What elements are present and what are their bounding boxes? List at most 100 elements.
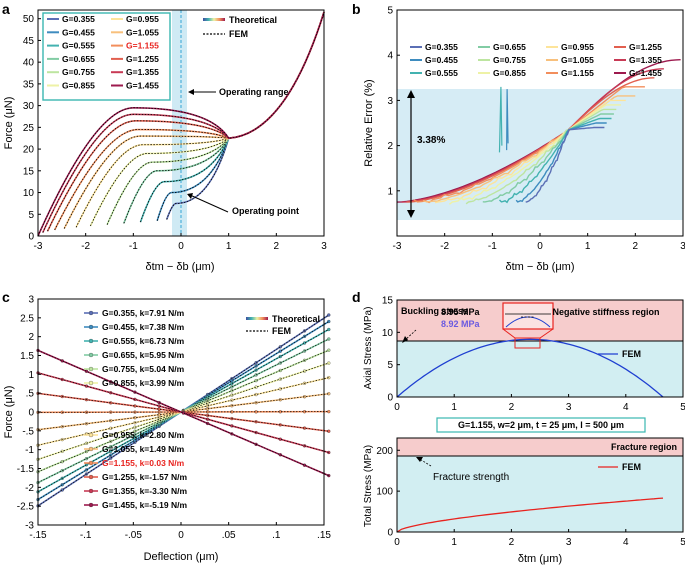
y-tick-label: 35 bbox=[23, 79, 35, 90]
error-curve bbox=[499, 117, 612, 204]
error-curve bbox=[434, 99, 626, 204]
legend-label-b: G=0.855 bbox=[493, 68, 526, 78]
stiffness-marker bbox=[278, 453, 282, 457]
value-8-92-label: 8.92 MPa bbox=[441, 319, 481, 329]
x-axis-label-c: Deflection (μm) bbox=[144, 551, 219, 563]
stiffness-marker bbox=[278, 368, 282, 373]
y-tick-label: .5 bbox=[26, 389, 35, 400]
axes-frame-d-bottom bbox=[396, 437, 684, 533]
x-tick-label: 2 bbox=[633, 241, 639, 252]
legend-label-b: G=0.755 bbox=[493, 55, 526, 65]
legend-marker-c bbox=[88, 352, 94, 358]
legend-label-a: G=0.555 bbox=[62, 41, 95, 51]
error-curve bbox=[482, 113, 614, 203]
stiffness-marker bbox=[60, 460, 64, 464]
error-curve bbox=[465, 108, 617, 205]
zoom-source-box bbox=[514, 337, 541, 349]
legend-label-c: G=0.755, k=5.04 N/m bbox=[102, 364, 185, 374]
fem-curve-a bbox=[54, 12, 325, 231]
stiffness-marker bbox=[302, 369, 307, 373]
legend-label-b: G=0.355 bbox=[425, 42, 458, 52]
operating-range-arrowhead bbox=[188, 89, 194, 95]
legend-label-b: G=1.355 bbox=[629, 55, 662, 65]
panel-b: b -3 -2 -1 0 1 2 3 1 2 3 4 5 δtm − δb (μm) Relative… bbox=[352, 1, 685, 273]
x-tick-label: -1 bbox=[488, 241, 497, 252]
y-tick-label: 0 bbox=[28, 408, 34, 419]
legend-label-a: G=1.355 bbox=[126, 67, 159, 77]
y-tick-label: 40 bbox=[23, 58, 35, 69]
stiffness-marker bbox=[60, 449, 64, 453]
operating-point-label: Operating point bbox=[232, 206, 299, 216]
legend-label-c: G=1.155, k=0.03 N/m bbox=[102, 458, 185, 468]
total-stress-curve bbox=[396, 497, 664, 533]
x-tick-label: 0 bbox=[394, 537, 400, 548]
panel-letter-b: b bbox=[352, 1, 361, 17]
y-axis-label-a: Force (μN) bbox=[3, 97, 15, 150]
y-tick-label: -1 bbox=[25, 445, 34, 456]
legend-label-b: G=1.055 bbox=[561, 55, 594, 65]
x-tick-label: -3 bbox=[393, 241, 402, 252]
operating-range-label: Operating range bbox=[219, 87, 289, 97]
error-band-arrowhead-bottom bbox=[407, 210, 415, 218]
stiffness-marker bbox=[278, 354, 282, 359]
legend-theoretical-c: Theoretical bbox=[272, 314, 320, 324]
value-8-95-label: 8.95 MPa bbox=[441, 307, 481, 317]
error-curve bbox=[448, 104, 621, 205]
y-tick-label: -2 bbox=[25, 483, 34, 494]
y-tick-label: -1.5 bbox=[17, 464, 35, 475]
x-axis-label-a: δtm − δb (μm) bbox=[145, 261, 214, 273]
x-tick-label: 0 bbox=[537, 241, 543, 252]
legend-marker-c bbox=[88, 324, 94, 330]
x-tick-label: 3 bbox=[566, 402, 572, 413]
negative-stiffness-label: Negative stiffness region bbox=[552, 307, 659, 317]
stiffness-marker bbox=[302, 463, 307, 467]
legend-label-a: G=0.355 bbox=[62, 14, 95, 24]
error-band-arrowhead-top bbox=[407, 90, 415, 98]
x-tick-label: 3 bbox=[566, 537, 572, 548]
ticks-d-top: 0 1 2 3 4 5 0 5 10 15 bbox=[382, 296, 685, 414]
y-tick-label: 1.5 bbox=[20, 351, 34, 362]
fem-curve-a bbox=[37, 12, 325, 237]
positive-stiffness-region bbox=[397, 341, 683, 397]
y-tick-label: 1 bbox=[387, 186, 393, 197]
x-axis-label-b: δtm − δb (μm) bbox=[505, 261, 574, 273]
legend-label-b: G=1.455 bbox=[629, 68, 662, 78]
x-tick-label: -2 bbox=[81, 241, 90, 252]
error-band-label: 3.38% bbox=[417, 135, 445, 146]
error-spike bbox=[506, 89, 509, 151]
stiffness-marker bbox=[327, 473, 331, 478]
error-curve bbox=[525, 126, 605, 203]
panel-letter-a: a bbox=[2, 1, 10, 17]
legend-marker-c bbox=[88, 338, 94, 344]
legend-label-c: G=1.255, k=-1.57 N/m bbox=[102, 472, 187, 482]
legend-label-b: G=1.155 bbox=[561, 68, 594, 78]
ticks-c: -.15 -.1 -.05 0 .05 .1 .15 -3 -2.5 -2 -1.5 -1 -.5 0 .5… bbox=[17, 295, 332, 542]
fem-line-c bbox=[37, 393, 329, 431]
y-tick-label: 5 bbox=[387, 360, 393, 371]
legend-marker-c bbox=[88, 380, 94, 386]
legend-label-b: G=0.655 bbox=[493, 42, 526, 52]
legend-marker-c bbox=[88, 502, 94, 508]
stiffness-marker bbox=[278, 437, 282, 441]
force-curves-a bbox=[37, 11, 325, 237]
x-tick-label: 1 bbox=[451, 537, 457, 548]
stiffness-marker bbox=[84, 384, 89, 388]
zoom-connector-left bbox=[502, 328, 516, 339]
legend-label-b: G=0.955 bbox=[561, 42, 594, 52]
legend-theoretical-swatch-c bbox=[246, 317, 268, 320]
legend-fem-d-bottom: FEM bbox=[622, 462, 641, 472]
stiffness-marker bbox=[327, 337, 331, 341]
x-tick-label: -.05 bbox=[125, 530, 143, 541]
legend-c: G=0.355, k=7.91 N/m G=0.455, k=7.38 N/m G=… bbox=[84, 308, 187, 510]
ticks-d-bottom: 0 1 2 3 4 5 0 100 200 bbox=[376, 446, 685, 548]
x-axis-label-d: δtm (μm) bbox=[518, 553, 562, 565]
x-tick-label: -3 bbox=[34, 241, 43, 252]
y-tick-label: 0 bbox=[387, 393, 393, 404]
y-tick-label: 3 bbox=[28, 295, 34, 306]
legend-label-c: G=0.855, k=3.99 N/m bbox=[102, 378, 185, 388]
x-tick-label: -.1 bbox=[80, 530, 92, 541]
stiffness-marker bbox=[327, 450, 331, 455]
safe-region bbox=[397, 456, 683, 532]
legend-label-c: G=1.455, k=-5.19 N/m bbox=[102, 500, 187, 510]
